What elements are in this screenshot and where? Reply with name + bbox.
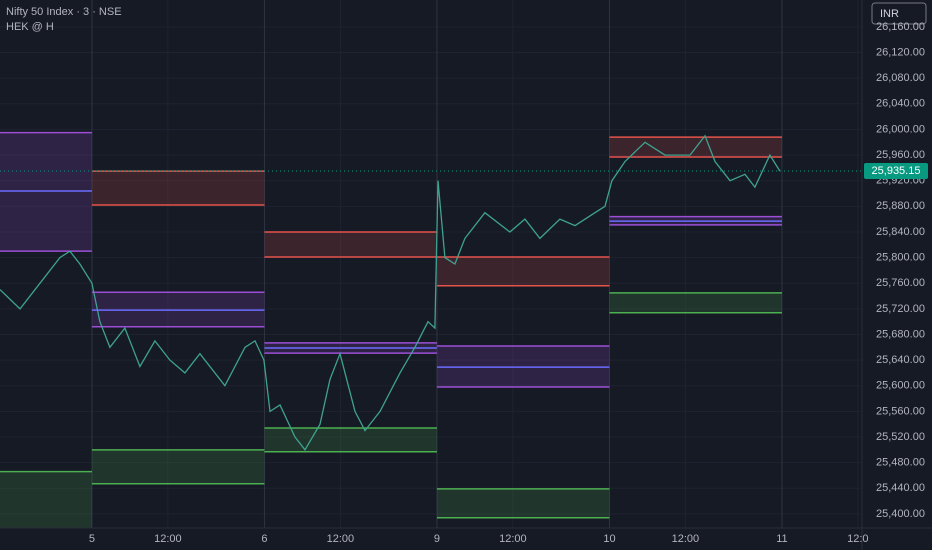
- indicator-label: HEK @ H: [6, 21, 54, 33]
- last-price-tag: [864, 162, 928, 179]
- y-tick-label: 25,960.00: [876, 149, 925, 161]
- upper-zone: [436, 256, 610, 286]
- y-tick-label: 25,720.00: [876, 303, 925, 315]
- y-tick-label: 25,440.00: [876, 482, 925, 494]
- y-tick-label: 25,880.00: [876, 200, 925, 212]
- y-tick-label: 25,560.00: [876, 405, 925, 417]
- lower-zone: [436, 488, 610, 518]
- x-tick-label: 12:00: [154, 533, 182, 545]
- y-tick-label: 25,520.00: [876, 431, 925, 443]
- chart-title: Nifty 50 Index · 3 · NSE: [6, 6, 122, 18]
- y-tick-label: 26,000.00: [876, 123, 925, 135]
- x-tick-label: 5: [89, 533, 95, 545]
- pivot-zone: [0, 132, 92, 252]
- x-tick-label: 12:0: [847, 533, 868, 545]
- lower-zone: [264, 428, 437, 452]
- lower-zone: [91, 449, 265, 484]
- price-line: [0, 134, 781, 451]
- y-tick-label: 25,680.00: [876, 328, 925, 340]
- y-tick-label: 26,160.00: [876, 21, 925, 33]
- currency-button[interactable]: [871, 2, 927, 25]
- y-tick-label: 25,480.00: [876, 457, 925, 469]
- y-tick-label: 25,760.00: [876, 277, 925, 289]
- lower-zone: [609, 292, 782, 313]
- currency-label[interactable]: INR: [880, 8, 899, 20]
- x-tick-label: 6: [261, 533, 267, 545]
- y-tick-label: 25,400.00: [876, 508, 925, 520]
- x-tick-label: 10: [603, 533, 615, 545]
- last-price-label: 25,935.15: [872, 165, 921, 177]
- y-tick-label: 25,840.00: [876, 226, 925, 238]
- x-tick-label: 11: [776, 533, 787, 545]
- y-tick-label: 25,800.00: [876, 251, 925, 263]
- y-tick-label: 25,600.00: [876, 380, 925, 392]
- x-tick-label: 12:00: [672, 533, 700, 545]
- x-tick-label: 12:00: [499, 533, 527, 545]
- y-tick-label: 26,080.00: [876, 72, 925, 84]
- y-tick-label: 26,040.00: [876, 98, 925, 110]
- upper-zone: [264, 231, 437, 257]
- x-tick-label: 9: [434, 533, 440, 545]
- upper-zone: [91, 171, 265, 206]
- y-tick-label: 25,640.00: [876, 354, 925, 366]
- plot-area: [0, 0, 862, 528]
- x-tick-label: 12:00: [327, 533, 355, 545]
- y-tick-label: 26,120.00: [876, 46, 925, 58]
- lower-zone: [0, 471, 92, 528]
